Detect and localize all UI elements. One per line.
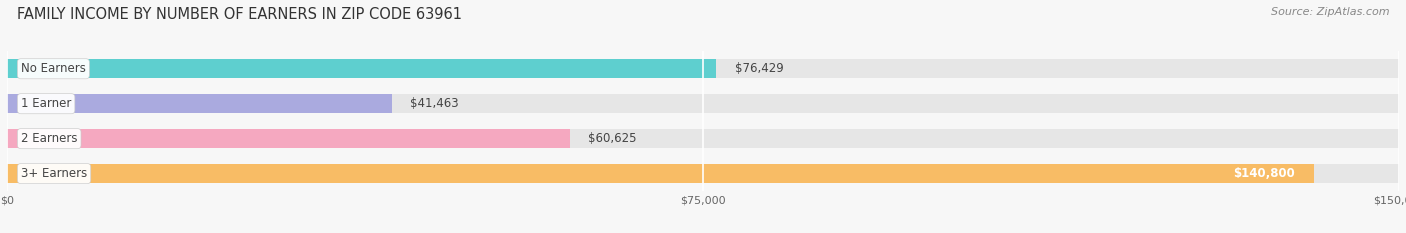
Text: $140,800: $140,800 [1233,167,1295,180]
Bar [7,129,1399,148]
Bar [7,164,1399,183]
Text: $60,625: $60,625 [588,132,637,145]
Text: Source: ZipAtlas.com: Source: ZipAtlas.com [1271,7,1389,17]
Text: $41,463: $41,463 [411,97,458,110]
Bar [7,94,392,113]
Text: No Earners: No Earners [21,62,86,75]
Text: 1 Earner: 1 Earner [21,97,72,110]
Text: 2 Earners: 2 Earners [21,132,77,145]
Text: FAMILY INCOME BY NUMBER OF EARNERS IN ZIP CODE 63961: FAMILY INCOME BY NUMBER OF EARNERS IN ZI… [17,7,463,22]
Bar [7,94,1399,113]
Bar [7,59,716,78]
Text: 3+ Earners: 3+ Earners [21,167,87,180]
Text: $76,429: $76,429 [735,62,783,75]
Bar [7,129,569,148]
Bar [7,59,1399,78]
Bar [7,164,1313,183]
